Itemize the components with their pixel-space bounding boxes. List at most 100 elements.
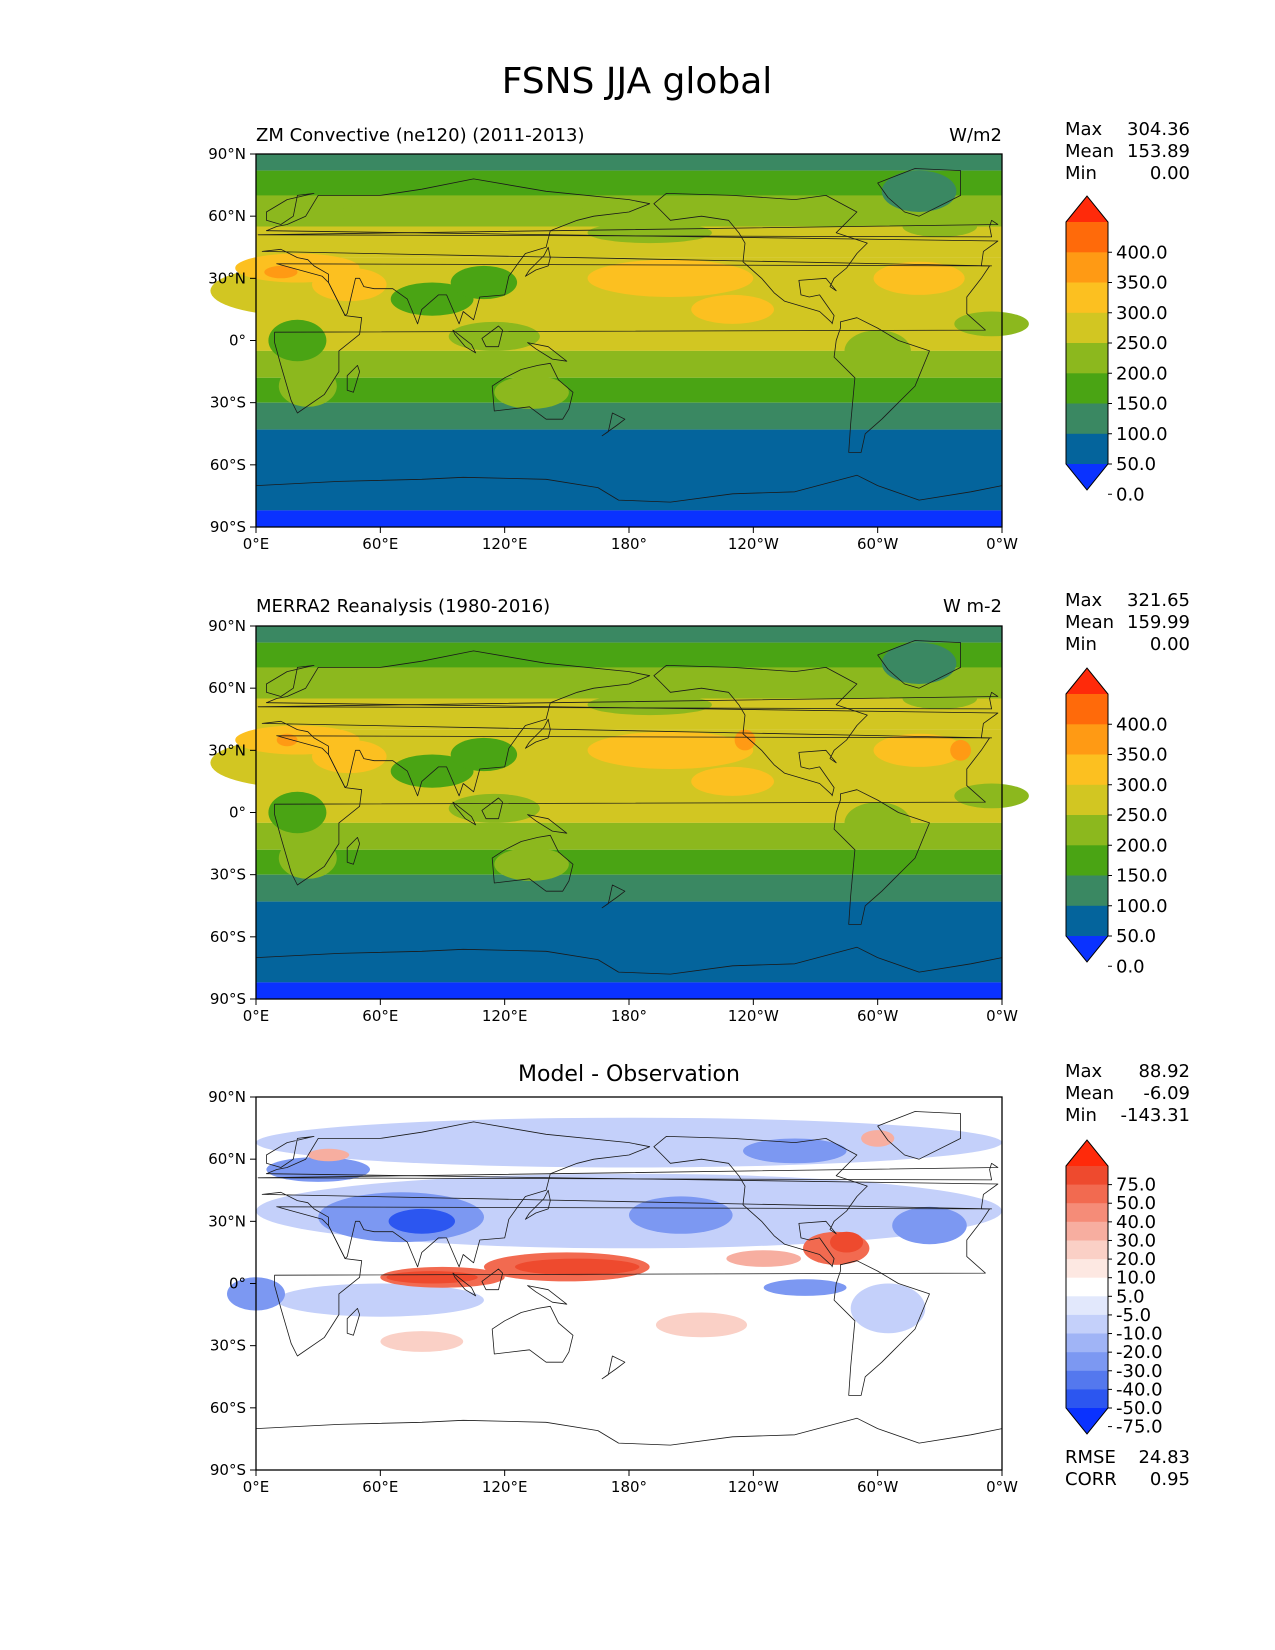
west-africa-low [954,783,1029,809]
coastline-scandinavia [266,665,315,697]
colorbar-tick-label: 400.0 [1116,242,1168,263]
colorbar-tick-label: -40.0 [1116,1379,1163,1400]
coastline-nz [601,884,626,909]
panel-model-title: ZM Convective (ne120) (2011-2013) [256,125,584,146]
coastline-japan [525,1189,551,1220]
coastline-eurasia [261,178,999,325]
coastline-japan [525,718,551,749]
north-atlantic-storm [902,216,978,237]
south-asia-monsoon [390,282,474,316]
y-tick-label: 60°S [210,928,246,946]
coastline-samerica [833,1260,930,1396]
coastline-sumatra [452,329,477,354]
colorbar-segment [1066,282,1108,314]
colorbar-segment [1066,1277,1108,1297]
zonal-band [256,429,1002,511]
greenland-positive [861,1130,895,1147]
north-pacific-high [587,259,754,297]
panel-diff: Model - Observation 0°E 60°E 120°E 180° 120°… [208,1061,1190,1496]
colorbar-segment [1066,1333,1108,1353]
coastline-newguinea [527,342,568,362]
west-africa-low [954,311,1029,337]
west-pacific-core [515,1258,640,1276]
zonal-band [256,154,1002,171]
coastline-japan [525,246,551,277]
middle-east-high [312,739,387,774]
stat-max-value: 304.36 [1127,119,1190,140]
colorbar-tick-label: 300.0 [1116,775,1168,796]
panel-obs-title: MERRA2 Reanalysis (1980-2016) [256,596,550,617]
coastline-australia [491,1305,574,1363]
coastline-australia [491,362,574,420]
panel-model-units: W/m2 [949,125,1002,146]
colorbar-tick-label: 300.0 [1116,303,1168,324]
colorbar-segment [1066,1352,1108,1372]
y-tick-label: 30°N [208,269,246,287]
y-tick-label: 90°S [210,518,246,536]
china-low [450,737,518,772]
metric-rmse-value: 24.83 [1138,1447,1190,1468]
colorbar-segment [1066,875,1108,907]
coastline-newguinea [527,1285,568,1305]
europe-positive [307,1148,350,1162]
y-tick-label: 60°N [208,679,246,697]
coastline-namerica [653,193,868,325]
zonal-band [256,626,1002,643]
coastline-sumatra [452,801,477,826]
coastline-samerica [833,317,930,453]
maritime-continent [448,321,540,351]
x-tick-label: 120°W [728,1478,779,1496]
sahara-orange [264,265,298,279]
y-tick-label: 90°N [208,145,246,163]
panel-obs-map [210,626,1029,1000]
colorbar-segment [1066,1203,1108,1223]
coastline-eurasia [261,650,999,797]
maritime-continent [448,793,540,823]
atlantic-negative [892,1206,967,1245]
colorbar-tick-label: 50.0 [1116,1193,1156,1214]
x-tick-label: 180° [611,535,647,553]
stat-min-value: -143.31 [1121,1105,1190,1126]
colorbar-tick-label: -50.0 [1116,1398,1163,1419]
panel-diff-map [227,1097,1003,1471]
colorbar-tick-label: 200.0 [1116,363,1168,384]
x-tick-label: 60°W [857,535,899,553]
zonal-band [256,510,1002,527]
north-pacific-storm [587,222,712,244]
colorbar-tick-label: 5.0 [1116,1286,1145,1307]
stat-min-label: Min [1065,1105,1097,1126]
colorbar-segment [1066,343,1108,374]
australia-mid [494,847,569,881]
australia-mid [494,375,569,409]
colorbar-tick-label: 0.0 [1116,484,1145,505]
california-high [734,729,756,751]
colorbar-tick-label: 250.0 [1116,805,1168,826]
colorbar-tick-label: 350.0 [1116,273,1168,294]
colorbar-tick-label: 0.0 [1116,956,1145,977]
y-tick-label: 90°N [208,1088,246,1106]
colorbar-tick-label: 75.0 [1116,1175,1156,1196]
metric-corr-label: CORR [1065,1469,1117,1490]
panel-diff-axes: 0°E 60°E 120°E 180° 120°W 60°W 0°W 90°N 60°N 30°N… [208,1088,1018,1496]
colorbar-tick-label: 50.0 [1116,926,1156,947]
y-tick-label: 0° [229,332,246,350]
coastline-scandinavia [266,193,315,225]
north-atlantic-high [873,733,965,767]
pacific-negative [629,1196,733,1234]
congo-low [268,319,327,362]
colorbar-segment [1066,1314,1108,1334]
coastline-borneo [481,325,503,348]
stat-mean-value: 159.99 [1127,612,1190,633]
coastline-uk [257,1162,999,1181]
coastline-greenland [877,168,961,217]
panel-diff-colorbar: 75.050.040.030.020.010.05.0-5.0-10.0-20.… [1065,1139,1163,1438]
colorbar-segment [1066,1370,1108,1390]
x-tick-label: 0°W [986,535,1018,553]
colorbar-segment [1066,312,1108,344]
panel-obs-stats: Max 321.65 Mean 159.99 Min 0.00 [1065,590,1190,655]
stat-min-label: Min [1065,163,1097,184]
coastline-uk [257,691,999,710]
south-africa [278,837,337,879]
colorbar-extend-min [1066,464,1108,490]
y-tick-label: 30°N [208,741,246,759]
